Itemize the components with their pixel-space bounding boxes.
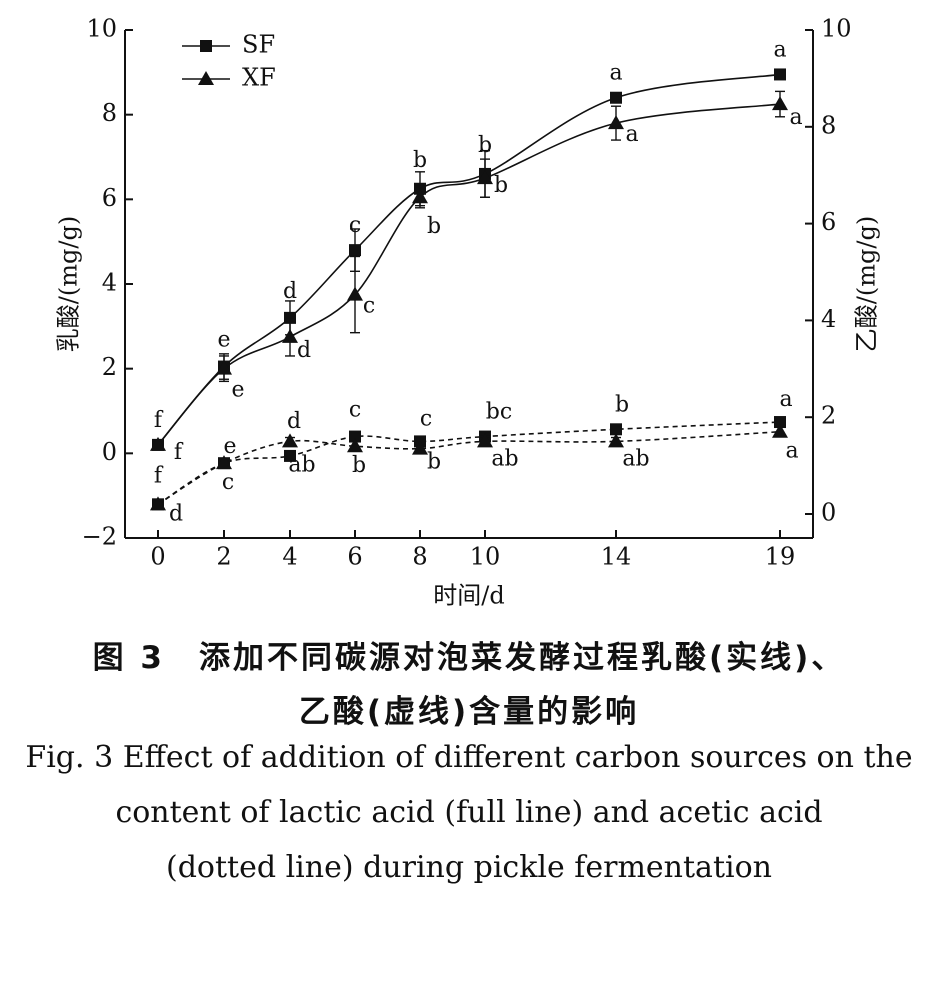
significance-letter: c: [420, 406, 432, 431]
significance-letter: b: [478, 133, 492, 158]
left-tick-label: −2: [82, 523, 117, 551]
series-1-sf-point: [610, 91, 622, 104]
x-tick-label: 8: [412, 543, 427, 571]
legend-xf-marker: [198, 71, 214, 85]
significance-letter: b: [494, 173, 508, 198]
right-tick-label: 10: [821, 15, 852, 43]
significance-letter: a: [785, 439, 798, 464]
legend-xf-label: XF: [242, 64, 276, 92]
x-tick-label: 6: [347, 543, 362, 571]
series-2-xf-point: [347, 286, 363, 301]
right-tick-label: 8: [821, 111, 836, 139]
caption-cn-line1: 图 3 添加不同碳源对泡菜发酵过程乳酸(实线)、: [92, 640, 846, 676]
left-tick-label: 6: [102, 184, 117, 212]
x-tick-label: 0: [150, 543, 165, 571]
caption-en-line2: content of lactic acid (full line) and a…: [115, 795, 823, 830]
series-4-xf-point: [608, 433, 624, 448]
series-3-sf-point: [284, 449, 296, 462]
significance-letter: e: [223, 434, 236, 459]
significance-letter: f: [174, 440, 184, 465]
left-tick-label: 8: [102, 99, 117, 127]
significance-letter: ab: [622, 446, 649, 471]
significance-letter: b: [427, 450, 441, 475]
x-tick-label: 14: [601, 543, 632, 571]
significance-letter: a: [789, 105, 802, 130]
series-2-xf-point: [282, 328, 298, 343]
right-tick-label: 6: [821, 208, 836, 236]
left-tick-label: 0: [102, 438, 117, 466]
series-2-xf-point: [150, 436, 166, 451]
significance-letter: f: [154, 408, 164, 433]
series-1-sf-point: [349, 244, 361, 257]
significance-letter: d: [283, 279, 297, 304]
series-4-xf-point: [347, 438, 363, 453]
right-tick-label: 4: [821, 305, 836, 333]
series-3-sf-line: [157, 421, 781, 505]
series-2-xf-point: [216, 360, 232, 375]
series-4-xf-point: [412, 440, 428, 455]
series-4-xf-point: [216, 455, 232, 470]
right-tick-label: 2: [821, 402, 836, 430]
series-1-sf-line: [157, 73, 781, 446]
significance-letter: b: [615, 392, 629, 417]
series-2-xf-point: [608, 115, 624, 130]
series-4-xf-line: [157, 430, 781, 505]
caption-en-line1: Fig. 3 Effect of addition of different c…: [25, 740, 913, 775]
significance-letter: a: [773, 37, 786, 62]
significance-letter: a: [625, 122, 638, 147]
x-tick-label: 19: [765, 543, 796, 571]
significance-letter: c: [222, 470, 234, 495]
lactic-acetic-acid-chart: −2 0 2 4 6 8 10 0 2 4 6 8 10 0 2 4 6 8 10 14 19 时间/d 乳酸/(mg/g)…: [55, 15, 881, 610]
caption-cn-line2: 乙酸(虚线)含量的影响: [298, 694, 640, 730]
right-tick-label: 0: [821, 499, 836, 527]
caption-en-line3: (dotted line) during pickle fermentation: [166, 850, 772, 885]
x-tick-label: 2: [216, 543, 231, 571]
significance-letter: ab: [491, 446, 518, 471]
series-3-sf-point: [774, 416, 786, 429]
significance-letter: e: [217, 328, 230, 353]
left-tick-label: 10: [86, 15, 117, 43]
significance-letter: a: [609, 61, 622, 86]
significance-letter: a: [779, 387, 792, 412]
significance-letter: bc: [486, 400, 512, 425]
significance-letter: c: [349, 398, 361, 423]
significance-letter: b: [352, 453, 366, 478]
series-2-xf-point: [412, 189, 428, 204]
significance-letter: b: [413, 148, 427, 173]
series-1-sf-point: [774, 68, 786, 81]
series-4-xf-point: [477, 433, 493, 448]
x-tick-label: 4: [282, 543, 297, 571]
series-2-xf-point: [477, 170, 493, 185]
series-3-sf-point: [610, 423, 622, 436]
legend-sf-marker: [200, 40, 212, 52]
significance-letter: ab: [288, 452, 315, 477]
legend-sf-label: SF: [242, 31, 275, 59]
significance-letter: b: [427, 214, 441, 239]
x-tick-label: 10: [470, 543, 501, 571]
series-3-sf-point: [349, 430, 361, 443]
right-axis-label: 乙酸/(mg/g): [853, 216, 881, 352]
significance-letter: d: [297, 338, 311, 363]
series-2-xf-point: [772, 96, 788, 111]
significance-letter: e: [231, 378, 244, 403]
left-tick-label: 2: [102, 353, 117, 381]
left-tick-label: 4: [102, 269, 117, 297]
significance-letter: d: [169, 501, 183, 526]
series-4-xf-point: [150, 496, 166, 511]
significance-letter: f: [154, 463, 164, 488]
significance-letter: c: [349, 213, 361, 238]
series-2-xf-line: [157, 103, 781, 446]
significance-letter: d: [287, 409, 301, 434]
left-axis-label: 乳酸/(mg/g): [55, 216, 83, 352]
series-4-xf-point: [772, 423, 788, 438]
significance-letter: c: [363, 294, 375, 319]
x-axis-label: 时间/d: [433, 582, 504, 610]
series-4-xf-point: [282, 433, 298, 448]
